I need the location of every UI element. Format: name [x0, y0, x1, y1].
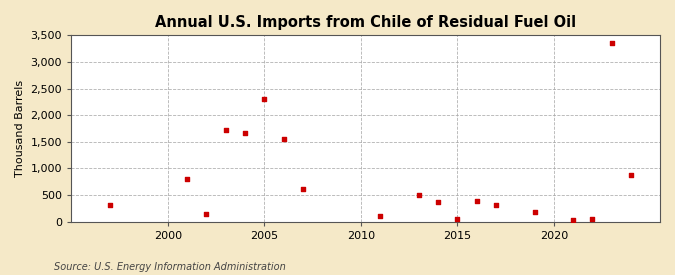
Point: [278, 136, 289, 141]
Y-axis label: Thousand Barrels: Thousand Barrels: [15, 80, 25, 177]
Text: Source: U.S. Energy Information Administration: Source: U.S. Energy Information Administ…: [54, 262, 286, 272]
Point: [413, 193, 424, 197]
Point: [568, 218, 578, 222]
Point: [298, 186, 308, 191]
Point: [452, 217, 462, 221]
Point: [626, 173, 637, 178]
Point: [433, 200, 443, 204]
Point: [491, 203, 502, 207]
Point: [529, 210, 540, 214]
Point: [587, 217, 598, 221]
Point: [220, 128, 231, 132]
Point: [105, 202, 115, 207]
Point: [606, 41, 617, 45]
Title: Annual U.S. Imports from Chile of Residual Fuel Oil: Annual U.S. Imports from Chile of Residu…: [155, 15, 576, 30]
Point: [259, 97, 269, 101]
Point: [182, 177, 192, 181]
Point: [240, 131, 250, 135]
Point: [375, 214, 385, 218]
Point: [471, 199, 482, 204]
Point: [201, 211, 212, 216]
